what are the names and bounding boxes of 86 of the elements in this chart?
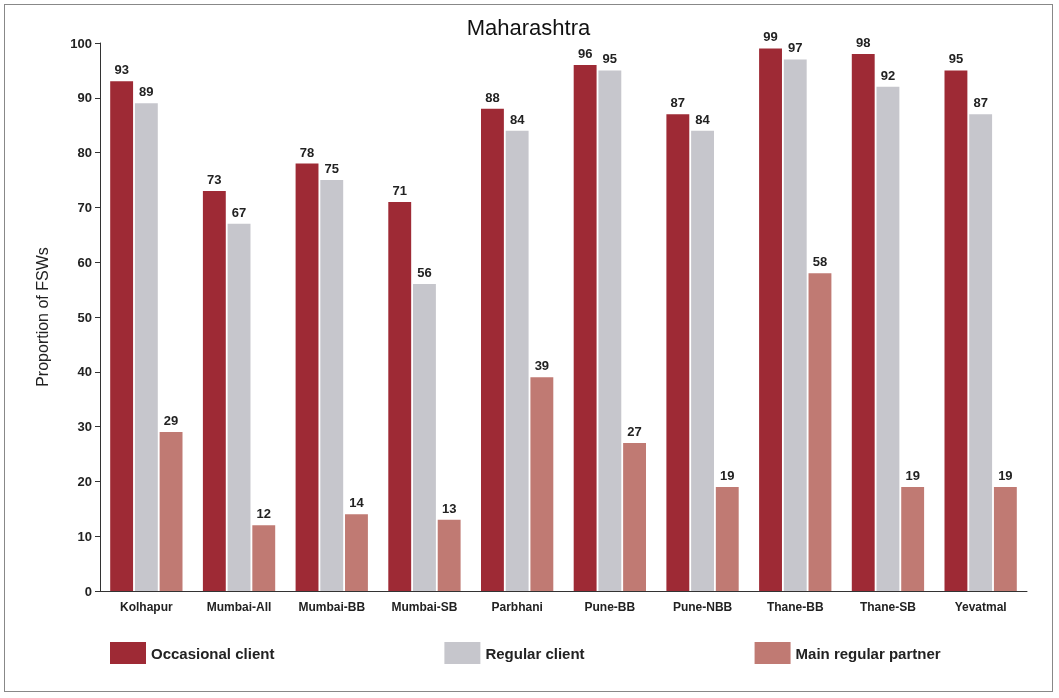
y-tick-label: 90 (77, 90, 92, 106)
data-label: 19 (998, 467, 1013, 483)
y-tick-label: 80 (77, 145, 92, 161)
x-tick-label: Thane-SB (859, 600, 917, 614)
data-label: 75 (324, 161, 339, 176)
bar (345, 514, 368, 591)
y-tick-label: 20 (77, 473, 92, 489)
y-axis-title: Proportion of FSWs (33, 247, 51, 387)
bar (530, 377, 554, 591)
data-label: 67 (231, 204, 247, 220)
data-label: 98 (856, 34, 871, 50)
y-tick-label: 0 (84, 583, 92, 599)
data-label: 99 (763, 29, 778, 45)
data-label: 71 (392, 182, 407, 198)
x-tick-label: Kolhapur (120, 600, 174, 614)
data-label: 95 (948, 51, 964, 67)
x-tick-label: Parbhani (491, 600, 543, 614)
bar (159, 432, 183, 591)
bar (413, 284, 436, 591)
bar (598, 70, 622, 591)
data-label: 87 (670, 95, 686, 111)
x-tick-label: Mumbai-All (206, 600, 272, 614)
data-label: 39 (534, 358, 550, 374)
data-label: 58 (812, 254, 828, 270)
bar (388, 201, 412, 591)
bar (969, 114, 993, 591)
y-tick-label: 70 (77, 199, 92, 215)
x-tick-label: Yevatmal (954, 600, 1007, 614)
data-label: 96 (577, 45, 593, 61)
legend-label: Occasional client (151, 644, 275, 662)
y-tick-label: 50 (77, 309, 92, 325)
chart-title: Maharashtra (466, 14, 592, 40)
bar (505, 130, 529, 591)
bar (876, 86, 900, 591)
bar (110, 81, 134, 591)
y-tick-label: 10 (77, 528, 92, 544)
bar (202, 190, 226, 591)
data-label: 89 (139, 84, 154, 100)
data-label: 95 (602, 51, 618, 67)
data-label: 88 (485, 89, 500, 105)
data-label: 87 (973, 95, 988, 111)
y-tick-label: 60 (77, 254, 92, 270)
data-label: 84 (695, 111, 711, 127)
data-label: 13 (441, 500, 457, 516)
x-tick-label: Pune-BB (584, 600, 636, 614)
bar (252, 525, 276, 591)
data-label: 19 (720, 467, 735, 483)
bar (851, 53, 875, 591)
data-label: 27 (627, 424, 642, 440)
bar (573, 64, 597, 591)
x-tick-label: Mumbai-SB (391, 600, 458, 614)
y-tick-label: 40 (77, 364, 92, 380)
data-label: 84 (509, 111, 526, 127)
data-label: 19 (905, 467, 920, 483)
bar (227, 223, 251, 591)
data-label: 92 (880, 67, 896, 83)
y-tick-label: 30 (77, 419, 92, 435)
data-label: 29 (163, 413, 179, 429)
data-label: 93 (114, 62, 129, 78)
bar (808, 273, 832, 591)
legend-label: Main regular partner (795, 644, 941, 662)
bar (944, 70, 968, 591)
data-label: 12 (256, 506, 271, 522)
bar (437, 519, 461, 591)
data-label: 73 (207, 171, 222, 187)
data-label: 78 (299, 144, 315, 160)
data-label: 56 (417, 265, 432, 281)
data-label: 97 (788, 40, 803, 56)
bar (481, 108, 504, 591)
bar (134, 103, 158, 591)
bar (320, 180, 344, 591)
data-label: 14 (349, 495, 365, 511)
y-tick-label: 100 (70, 35, 92, 51)
x-tick-label: Thane-BB (766, 600, 824, 614)
legend-label: Regular client (485, 644, 585, 662)
x-tick-label: Mumbai-BB (298, 600, 366, 614)
bar (715, 486, 739, 591)
bar (783, 59, 807, 591)
bar (295, 163, 319, 591)
x-tick-label: Pune-NBB (672, 600, 733, 614)
bar (993, 486, 1017, 591)
bar (666, 114, 690, 591)
bar (901, 486, 925, 591)
bar (623, 443, 646, 591)
bar (691, 130, 714, 591)
bar (759, 48, 782, 591)
